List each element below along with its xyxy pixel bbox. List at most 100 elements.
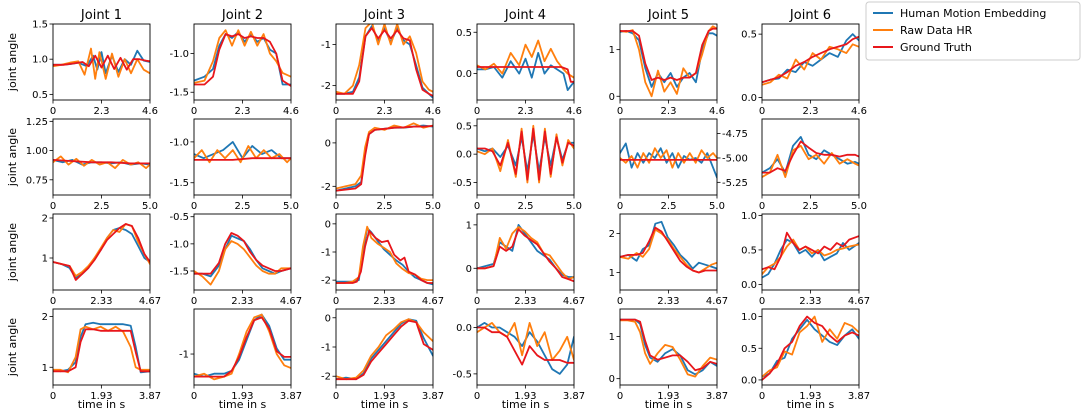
- x-tick-label: 2.5: [518, 201, 534, 212]
- x-tick-label: 0: [617, 201, 623, 212]
- y-tick-label: 2: [609, 229, 615, 240]
- x-tick-label: 0: [474, 106, 480, 117]
- x-tick-label: 0: [474, 296, 480, 307]
- series-group: [762, 33, 859, 86]
- y-tick-label: 0.5: [741, 30, 757, 41]
- legend-box: [865, 1, 1081, 61]
- x-tick-label: 0: [759, 201, 765, 212]
- x-tick-label: 4.67: [422, 296, 444, 307]
- series-group: [194, 29, 291, 87]
- series-line-ground-truth: [620, 226, 717, 274]
- panel-r1-c1: 0 2.3 4.6 0.5 1.0 1.5: [32, 20, 158, 118]
- x-axis-label: time in s: [361, 398, 409, 411]
- x-tick-label: 0: [191, 201, 197, 212]
- y-tick-label: 0.5: [456, 28, 472, 39]
- x-tick-label: 3.87: [139, 391, 161, 402]
- series-group: [194, 313, 291, 381]
- y-tick-label: -2: [321, 81, 331, 92]
- series-line-raw-data-hr: [762, 238, 859, 276]
- y-tick-label: 0: [466, 264, 472, 275]
- series-line-raw-data-hr: [53, 325, 150, 374]
- y-tick-label: 0.0: [456, 69, 472, 80]
- series-line-raw-data-hr: [336, 122, 433, 190]
- x-tick-label: 4.6: [566, 106, 582, 117]
- y-tick-label: -1.5: [169, 267, 189, 278]
- y-tick-label: 0.0: [741, 93, 757, 104]
- x-tick-label: 1.93: [514, 391, 536, 402]
- x-tick-label: 4.6: [425, 106, 441, 117]
- series-group: [336, 318, 433, 381]
- series-group: [477, 124, 574, 184]
- panel-r3-c1: 0 2.33 4.67 2 1: [42, 214, 162, 308]
- x-tick-label: 0: [333, 106, 339, 117]
- series-line-ground-truth: [477, 127, 574, 181]
- x-tick-label: 2.33: [799, 296, 821, 307]
- panel-frame: [52, 118, 151, 196]
- x-tick-label: 3.87: [422, 391, 444, 402]
- column-title-1: Joint 1: [80, 8, 122, 23]
- y-tick-label: -5.25: [722, 178, 748, 189]
- panel-frame: [476, 23, 575, 101]
- x-tick-label: 4.6: [142, 106, 158, 117]
- panel-r4-c4: 0 1.93 3.87 0.0 -0.5 time in s: [452, 308, 585, 411]
- x-tick-label: 4.6: [851, 106, 867, 117]
- panel-r2-c6: 0 2.5 5.0: [759, 118, 867, 212]
- y-tick-label: -2: [321, 276, 331, 287]
- series-group: [194, 232, 291, 286]
- series-line-human-motion-embedding: [762, 33, 859, 84]
- x-tick-label: 0: [50, 296, 56, 307]
- y-tick-label: -1: [321, 343, 331, 354]
- series-group: [336, 225, 433, 286]
- y-tick-label: 1.0: [741, 312, 757, 323]
- series-line-human-motion-embedding: [477, 321, 574, 375]
- y-tick-label: 0: [609, 374, 615, 385]
- y-tick-label: -1.0: [169, 239, 189, 250]
- x-tick-label: 5.0: [709, 201, 725, 212]
- panel-r4-c3: 0 1.93 3.87 0 -1 -2 time in s: [321, 308, 444, 411]
- panel-r3-c4: 0 2.33 4.67 1 0: [466, 213, 585, 307]
- y-tick-label: 0: [325, 313, 331, 324]
- x-tick-label: 0: [191, 391, 197, 402]
- x-tick-label: 0: [474, 391, 480, 402]
- series-group: [53, 155, 150, 170]
- x-tick-label: 0: [759, 106, 765, 117]
- x-tick-label: 4.67: [139, 296, 161, 307]
- series-line-raw-data-hr: [762, 43, 859, 86]
- y-axis-label-row-4: joint angle: [6, 318, 19, 377]
- column-title-5: Joint 5: [647, 8, 689, 23]
- y-tick-label: 0.0: [741, 280, 757, 291]
- x-tick-label: 3.87: [706, 391, 728, 402]
- panel-r1-c4: 0 2.3 4.6 0.5 0.0: [456, 23, 582, 117]
- series-line-ground-truth: [53, 54, 150, 71]
- x-axis-label: time in s: [78, 398, 126, 411]
- panel-frame: [52, 213, 151, 291]
- series-line-human-motion-embedding: [762, 238, 859, 279]
- series-line-human-motion-embedding: [620, 220, 717, 270]
- series-line-human-motion-embedding: [194, 30, 291, 86]
- series-group: [762, 315, 859, 381]
- x-axis-label: time in s: [645, 398, 693, 411]
- x-tick-label: 1.93: [231, 391, 253, 402]
- series-line-ground-truth: [53, 223, 150, 281]
- panel-r3-c2: 0 2.33 4.67 -0.5 -1.0 -1.5: [169, 212, 302, 307]
- x-tick-label: 0: [191, 296, 197, 307]
- series-line-ground-truth: [53, 328, 150, 373]
- y-tick-label: -4.75: [722, 129, 748, 140]
- y-tick-label: 1.00: [26, 146, 48, 157]
- panel-r3-c3: 0 2.33 4.67 0 -1 -2: [321, 213, 444, 307]
- series-group: [477, 321, 574, 375]
- x-tick-label: 0: [333, 391, 339, 402]
- panel-r2-c4: 0 2.5 5.0 0.5 0.0 -0.5: [452, 118, 582, 212]
- x-tick-label: 4.6: [283, 106, 299, 117]
- x-tick-label: 0: [333, 296, 339, 307]
- column-title-2: Joint 2: [221, 8, 263, 23]
- y-tick-label: 0.0: [456, 150, 472, 161]
- y-axis-label-row-1: joint angle: [6, 33, 19, 92]
- x-tick-label: 0: [50, 106, 56, 117]
- series-line-raw-data-hr: [336, 24, 433, 95]
- series-line-human-motion-embedding: [336, 124, 433, 192]
- panel-r4-c1: 0 1.93 3.87 2 1 time in s: [42, 308, 161, 411]
- y-tick-label: 1: [609, 268, 615, 279]
- series-line-ground-truth: [336, 125, 433, 192]
- x-tick-label: 2.3: [518, 106, 534, 117]
